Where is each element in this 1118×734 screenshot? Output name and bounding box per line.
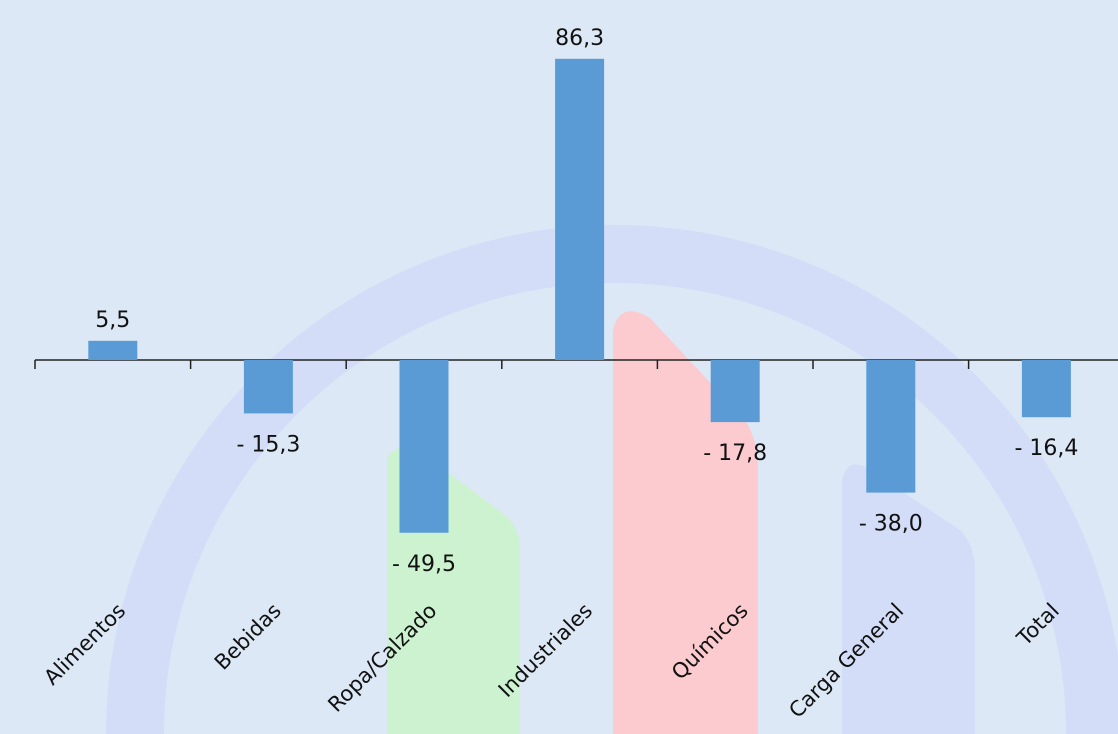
bar-carga-general	[866, 360, 916, 493]
category-label: Bebidas	[210, 599, 286, 675]
bar-total	[1021, 360, 1071, 418]
data-label: - 17,8	[703, 441, 767, 466]
bar-ropa-calzado	[399, 360, 449, 533]
watermark-logo	[106, 225, 1118, 734]
x-axis-ticks	[34, 360, 970, 369]
bar-bebidas	[243, 360, 293, 414]
data-label: - 15,3	[236, 432, 300, 457]
data-label: 5,5	[95, 308, 130, 333]
data-label: - 16,4	[1014, 436, 1078, 461]
value-labels-group: 5,5 - 15,3 - 49,5 86,3 - 17,8 - 38,0 - 16,4	[95, 26, 1078, 577]
bar-industriales	[555, 58, 605, 361]
bar-alimentos	[88, 340, 138, 360]
bar-qu-micos	[710, 360, 760, 423]
bars-group	[88, 58, 1071, 533]
data-label: - 49,5	[392, 552, 456, 577]
data-label: 86,3	[555, 26, 604, 51]
data-label: - 38,0	[859, 512, 923, 537]
